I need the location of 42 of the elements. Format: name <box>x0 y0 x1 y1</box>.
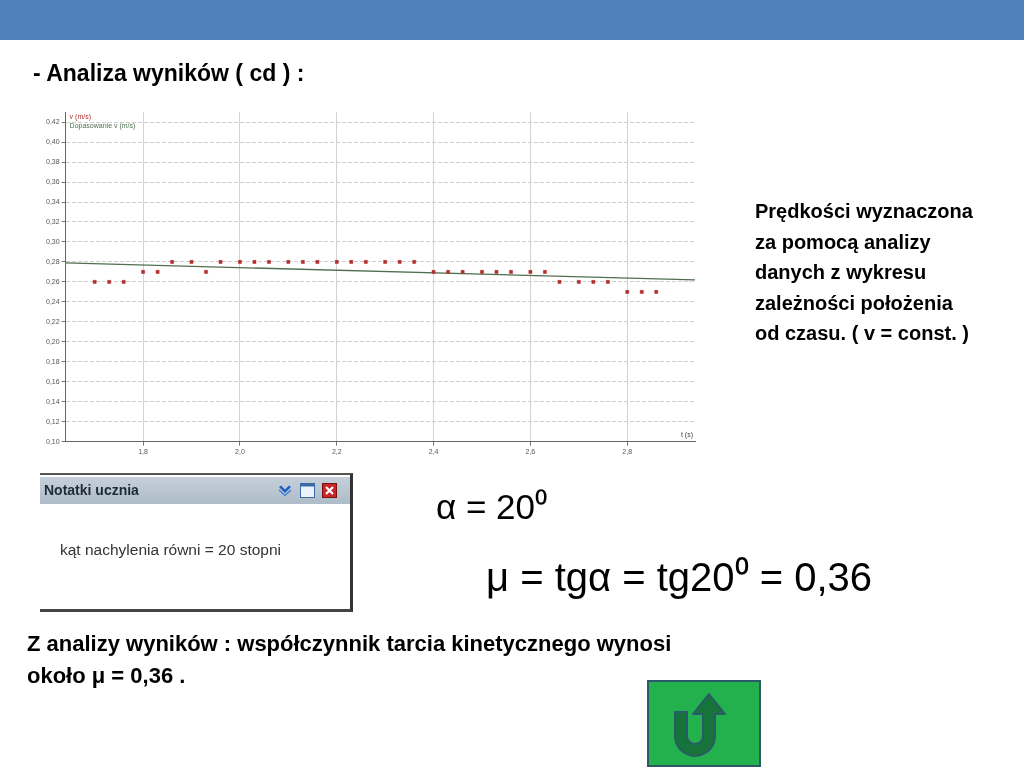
point <box>606 280 610 284</box>
point <box>286 260 291 264</box>
point <box>446 270 450 274</box>
point <box>315 260 320 264</box>
point <box>107 280 111 284</box>
point <box>397 260 402 264</box>
point <box>412 260 417 264</box>
point <box>267 260 271 264</box>
point <box>509 270 513 274</box>
point <box>218 260 223 264</box>
point <box>189 260 194 264</box>
chart-title: - Analiza wyników ( cd ) : <box>33 60 305 87</box>
point <box>431 270 436 274</box>
point <box>639 290 644 294</box>
point <box>334 260 339 264</box>
point <box>170 260 174 264</box>
point <box>625 290 630 294</box>
point <box>204 270 208 274</box>
point <box>363 260 368 264</box>
point <box>460 270 465 274</box>
point <box>577 280 581 284</box>
point <box>591 280 596 284</box>
point <box>557 280 562 284</box>
text: α = 20⁰ <box>436 486 548 528</box>
point <box>383 260 387 264</box>
point <box>121 280 126 284</box>
point <box>349 260 354 264</box>
point <box>654 290 659 294</box>
point <box>92 280 97 284</box>
point <box>543 270 547 274</box>
point <box>141 270 145 274</box>
point <box>480 270 484 274</box>
point <box>301 260 305 264</box>
notes-window: Notatki ucznia kąt nachylenia równi = 20 stopni <box>40 473 353 612</box>
text: Z analizy wyników : współczynnik tarcia kinetycznego wynosi około μ = 0,36 . <box>27 630 673 690</box>
point <box>528 270 533 274</box>
point <box>494 270 499 274</box>
point <box>155 270 160 274</box>
text: μ = tgα = tg20⁰ = 0,36 <box>486 554 872 601</box>
point <box>238 260 242 264</box>
point <box>252 260 257 264</box>
text: Prędkości wyznaczona za pomocą analizy danych z wykresu zależności położenia od czasu. ( v = const. ) <box>755 199 974 346</box>
